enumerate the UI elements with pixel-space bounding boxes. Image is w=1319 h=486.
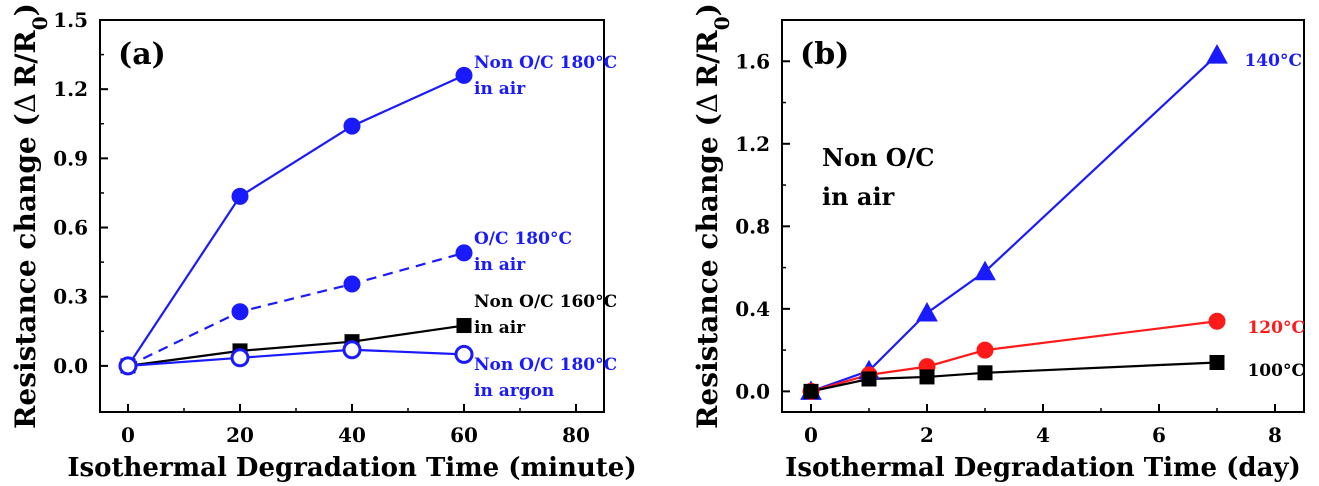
series-label: Non O/C 160°C [474, 292, 617, 312]
series-label: Non O/C 180°C [474, 355, 617, 375]
y-axis-label-delta: Δ [691, 93, 724, 113]
x-ticks: 0 20 40 60 80 [121, 404, 590, 447]
y-tick-label: 0.0 [735, 379, 770, 403]
series-label: 100°C [1247, 361, 1305, 381]
series-label: 120°C [1247, 318, 1305, 338]
data-point [920, 370, 934, 384]
y-axis-label-ratio: R/R [9, 30, 42, 87]
x-tick-label: 60 [450, 423, 478, 447]
series-lines [811, 55, 1217, 391]
x-ticks: 0 2 4 6 8 [804, 404, 1282, 447]
y-axis-label-suffix: ) [691, 3, 724, 16]
y-tick-label: 1.6 [735, 49, 770, 73]
y-tick-label: 0.9 [53, 146, 88, 170]
series-line [128, 326, 464, 366]
series-labels: Non O/C 180°C in air O/C 180°C in air Non O/… [474, 53, 617, 401]
y-axis-label-prefix: Resistance change ( [691, 113, 724, 429]
x-tick-label: 0 [804, 423, 818, 447]
y-axis-label-subscript: 0 [710, 16, 734, 30]
series-markers [120, 67, 472, 374]
data-point [344, 342, 360, 358]
series-label: Non O/C 180°C [474, 53, 617, 73]
x-axis-label: Isothermal Degradation Time (minute) [67, 453, 636, 483]
y-tick-label: 0.0 [53, 354, 88, 378]
x-tick-label: 80 [562, 423, 590, 447]
series-label: in air [474, 255, 526, 275]
data-point [456, 67, 472, 83]
data-point [344, 276, 360, 292]
data-point [978, 366, 992, 380]
x-tick-label: 8 [1268, 423, 1282, 447]
panel-label: (a) [118, 37, 166, 72]
y-axis-label-delta: Δ [9, 93, 42, 113]
x-tick-label: 6 [1152, 423, 1166, 447]
x-tick-label: 4 [1036, 423, 1050, 447]
data-point [456, 245, 472, 261]
data-point [1207, 45, 1227, 63]
data-point [232, 304, 248, 320]
data-point [232, 350, 248, 366]
data-point [344, 118, 360, 134]
data-point [1210, 355, 1224, 369]
series-labels: 140°C 120°C 100°C [1244, 51, 1305, 381]
panel-label: (b) [800, 37, 849, 72]
data-point [1209, 313, 1225, 329]
data-point [457, 319, 471, 333]
data-point [232, 188, 248, 204]
series-line [128, 253, 464, 366]
y-axis-label-ratio: R/R [691, 30, 724, 87]
series-line [811, 55, 1217, 391]
y-tick-label: 0.3 [53, 285, 88, 309]
chart-panel-b: (b) Non O/C in air Isothermal Degradatio… [691, 3, 1305, 483]
series-lines [128, 75, 464, 366]
y-axis-label: Resistance change (Δ R/R0) [9, 3, 52, 429]
y-tick-label: 1.2 [53, 77, 88, 101]
y-tick-label: 0.4 [735, 297, 770, 321]
y-tick-label: 0.6 [53, 216, 88, 240]
series-label: 140°C [1244, 51, 1302, 71]
series-line [128, 75, 464, 366]
x-tick-label: 40 [338, 423, 366, 447]
x-tick-label: 2 [920, 423, 934, 447]
data-point [977, 342, 993, 358]
series-label: in air [474, 318, 526, 338]
data-point [456, 346, 472, 362]
annotation-line-1: Non O/C [822, 143, 935, 172]
y-axis-label-subscript: 0 [28, 16, 52, 30]
data-point [120, 358, 136, 374]
chart-panel-a: (a) Isothermal Degradation Time (minute)… [9, 3, 637, 483]
y-axis-label-suffix: ) [9, 3, 42, 16]
series-line [128, 350, 464, 366]
data-point [804, 384, 818, 398]
series-label: in argon [474, 381, 554, 401]
x-axis-label: Isothermal Degradation Time (day) [785, 453, 1301, 483]
y-axis-label: Resistance change (Δ R/R0) [691, 3, 734, 429]
x-tick-label: 20 [226, 423, 254, 447]
data-point [862, 372, 876, 386]
y-tick-label: 0.8 [735, 214, 770, 238]
x-tick-label: 0 [121, 423, 135, 447]
series-label: O/C 180°C [474, 229, 572, 249]
data-point [917, 303, 937, 321]
y-tick-label: 1.2 [735, 132, 770, 156]
series-label: in air [474, 79, 526, 99]
annotation-line-2: in air [822, 182, 895, 211]
y-tick-label: 1.5 [53, 8, 88, 32]
y-axis-label-prefix: Resistance change ( [9, 113, 42, 429]
plot-frame [782, 20, 1304, 412]
